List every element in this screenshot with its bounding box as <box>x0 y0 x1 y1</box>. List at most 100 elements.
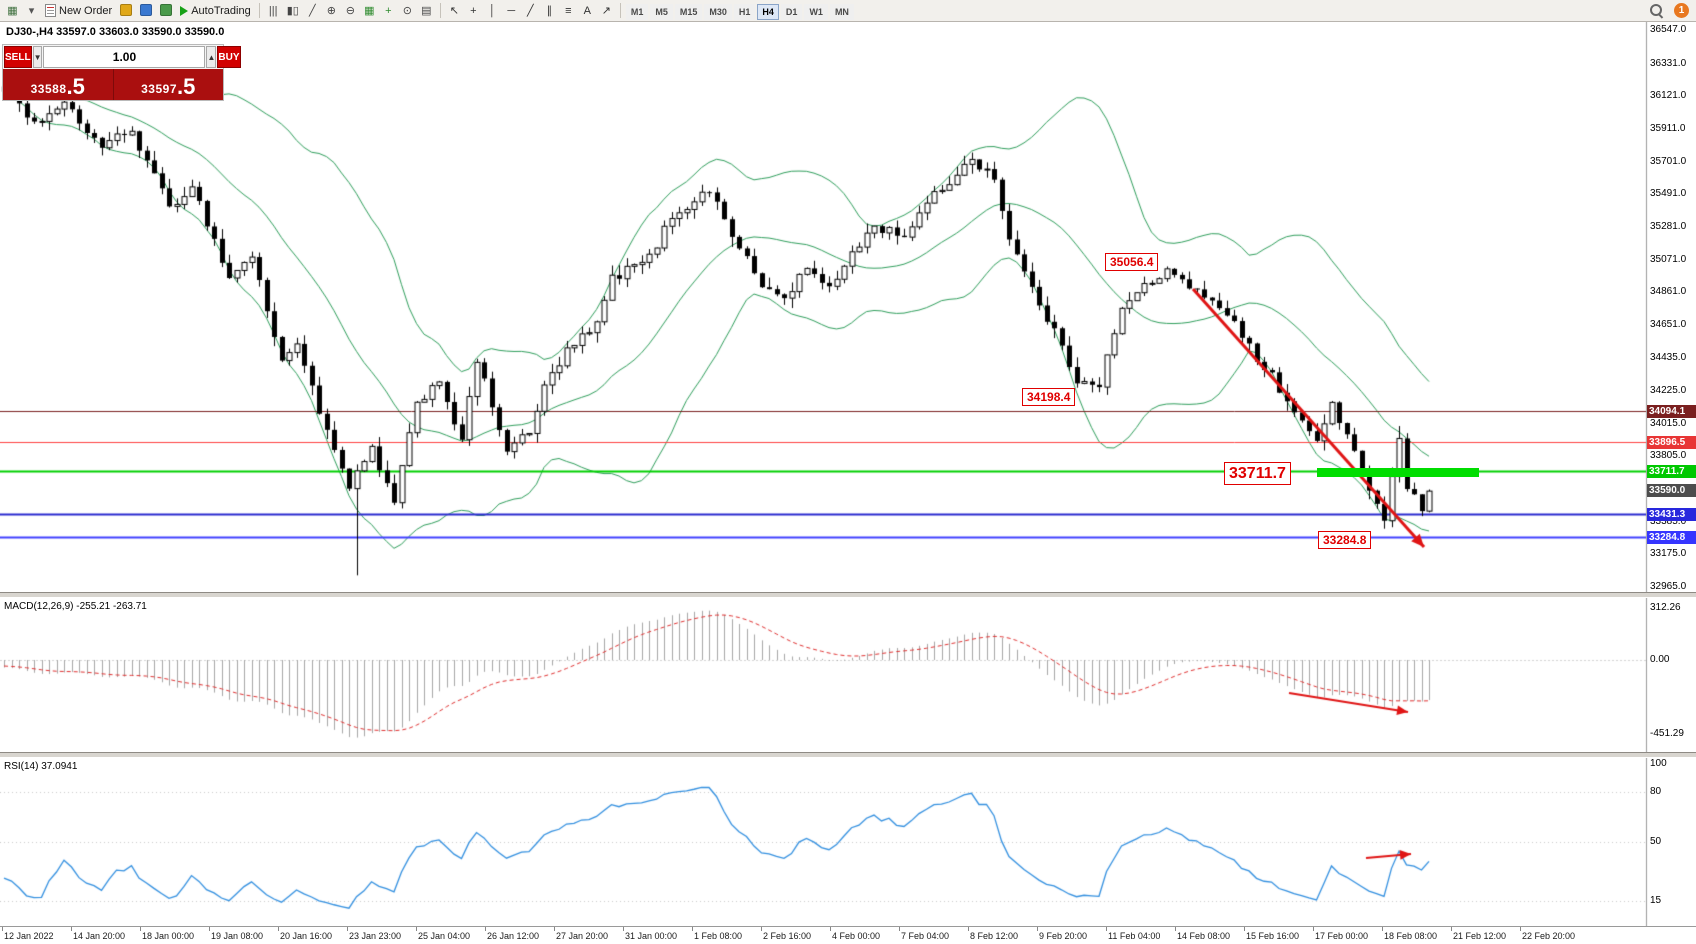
time-tick <box>1313 927 1314 931</box>
time-tick <box>278 927 279 931</box>
bid-price-pips: .5 <box>66 74 85 99</box>
new-order-icon <box>45 4 56 17</box>
volume-input[interactable] <box>43 46 206 68</box>
buy-button[interactable]: BUY <box>217 46 241 68</box>
time-axis-label: 2 Feb 16:00 <box>763 931 812 941</box>
time-tick <box>761 927 762 931</box>
time-axis-label: 23 Jan 23:00 <box>349 931 402 941</box>
fibonacci-button[interactable]: ≡ <box>559 2 578 21</box>
price-annotation[interactable]: 33284.8 <box>1318 531 1372 549</box>
timeframe-h4-button[interactable]: H4 <box>757 3 779 20</box>
crosshair-button[interactable]: + <box>464 2 483 21</box>
market-watch-icon <box>120 3 133 16</box>
time-axis-label: 25 Jan 04:00 <box>418 931 471 941</box>
price-annotation[interactable]: 35056.4 <box>1105 253 1159 271</box>
macd-rsi-divider[interactable] <box>0 752 1696 758</box>
vertical-line-button[interactable]: │ <box>483 2 502 21</box>
time-tick <box>2 927 3 931</box>
trendline-button[interactable]: ╱ <box>521 2 540 21</box>
terminal-button[interactable] <box>156 0 176 19</box>
autotrading-label: AutoTrading <box>191 4 251 17</box>
bid-price[interactable]: 33588.5 <box>3 69 113 100</box>
ask-price[interactable]: 33597.5 <box>114 69 224 100</box>
zoom-out-icon: ⊖ <box>345 4 355 17</box>
sell-button[interactable]: SELL <box>4 46 32 68</box>
horizontal-line-button[interactable]: ─ <box>502 2 521 21</box>
time-axis[interactable]: 12 Jan 2022 14 Jan 20:00 18 Jan 00:00 19 Ja… <box>0 926 1696 944</box>
support-zone-highlight[interactable] <box>1317 468 1479 477</box>
timeframe-m1-button[interactable]: M1 <box>625 3 649 20</box>
line-chart-button[interactable]: ╱ <box>303 2 322 21</box>
bar-chart-button[interactable]: ||| <box>264 2 283 21</box>
price-annotation[interactable]: 33711.7 <box>1224 462 1291 485</box>
time-tick <box>71 927 72 931</box>
periods-button[interactable]: ⊙ <box>398 2 417 21</box>
new-chart-button[interactable]: ▦ <box>3 2 22 21</box>
timeframe-m5-button[interactable]: M5 <box>650 3 673 20</box>
autotrading-button[interactable]: AutoTrading <box>176 1 255 20</box>
time-axis-label: 18 Jan 00:00 <box>142 931 195 941</box>
new-order-label: New Order <box>59 4 113 17</box>
time-axis-label: 7 Feb 04:00 <box>901 931 950 941</box>
price-axis-label: 35281.0 <box>1650 220 1687 232</box>
tile-windows-button[interactable]: ▦ <box>360 2 379 21</box>
time-tick <box>554 927 555 931</box>
timeframe-m15-button[interactable]: M15 <box>674 3 703 20</box>
templates-icon: ▤ <box>421 4 432 17</box>
price-axis-label: 32965.0 <box>1650 581 1687 592</box>
timeframe-h1-button[interactable]: H1 <box>733 3 756 20</box>
channel-button[interactable]: ∥ <box>540 2 559 21</box>
candlestick-chart-icon: ▮▯ <box>286 4 299 17</box>
rsi-axis-label: 15 <box>1650 894 1662 906</box>
price-tag: 33590.0 <box>1647 483 1696 497</box>
zoom-in-button[interactable]: ⊕ <box>322 2 341 21</box>
price-axis-label: 34651.0 <box>1650 318 1687 330</box>
time-axis-label: 1 Feb 08:00 <box>694 931 743 941</box>
time-axis-label: 19 Jan 08:00 <box>211 931 264 941</box>
navigator-button[interactable] <box>136 0 156 19</box>
chart-ohlc-header: DJ30-,H4 33597.0 33603.0 33590.0 33590.0 <box>6 26 225 38</box>
new-chart-icon: ▦ <box>7 4 18 17</box>
time-axis-label: 26 Jan 12:00 <box>487 931 540 941</box>
line-chart-icon: ╱ <box>309 4 316 17</box>
charts-caret-button[interactable]: ▾ <box>22 2 41 21</box>
search-button[interactable] <box>1645 1 1668 20</box>
time-axis-label: 18 Feb 08:00 <box>1384 931 1438 941</box>
time-tick <box>1175 927 1176 931</box>
timeframe-d1-button[interactable]: D1 <box>780 3 803 20</box>
templates-button[interactable]: ▤ <box>417 2 436 21</box>
price-axis-label: 36331.0 <box>1650 57 1687 69</box>
new-order-button[interactable]: New Order <box>41 1 116 20</box>
time-tick <box>1451 927 1452 931</box>
arrows-button[interactable]: ↗ <box>597 2 616 21</box>
tile-windows-icon: ▦ <box>364 4 375 17</box>
time-tick <box>416 927 417 931</box>
time-tick <box>692 927 693 931</box>
market-watch-button[interactable] <box>116 0 136 19</box>
indicators-button[interactable]: + <box>379 2 398 21</box>
text-button[interactable]: A <box>578 2 597 21</box>
main-macd-divider[interactable] <box>0 592 1696 598</box>
price-axis-label: 34225.0 <box>1650 385 1687 397</box>
text-icon: A <box>583 4 591 17</box>
time-axis-label: 4 Feb 00:00 <box>832 931 881 941</box>
timeframe-w1-button[interactable]: W1 <box>804 3 828 20</box>
time-axis-label: 22 Feb 20:00 <box>1522 931 1576 941</box>
timeframe-mn-button[interactable]: MN <box>829 3 854 20</box>
time-tick <box>347 927 348 931</box>
one-click-trading-panel: SELL ▼ ▲ BUY 33588.5 33597.5 <box>2 44 241 101</box>
horizontal-line-icon: ─ <box>507 4 516 17</box>
zoom-out-button[interactable]: ⊖ <box>341 2 360 21</box>
cursor-button[interactable]: ↖ <box>445 2 464 21</box>
price-annotation[interactable]: 34198.4 <box>1022 388 1076 406</box>
crosshair-icon: + <box>470 4 477 17</box>
price-axis-label: 36121.0 <box>1650 90 1687 102</box>
time-tick <box>968 927 969 931</box>
timeframe-m30-button[interactable]: M30 <box>704 3 732 20</box>
macd-indicator-label: MACD(12,26,9) -255.21 -263.71 <box>4 601 147 612</box>
price-axis-label: 34861.0 <box>1650 286 1687 298</box>
notification-badge[interactable]: 1 <box>1674 3 1689 18</box>
volume-increase-button[interactable]: ▲ <box>206 46 217 68</box>
volume-decrease-button[interactable]: ▼ <box>32 46 43 68</box>
candlestick-chart-button[interactable]: ▮▯ <box>283 2 303 21</box>
